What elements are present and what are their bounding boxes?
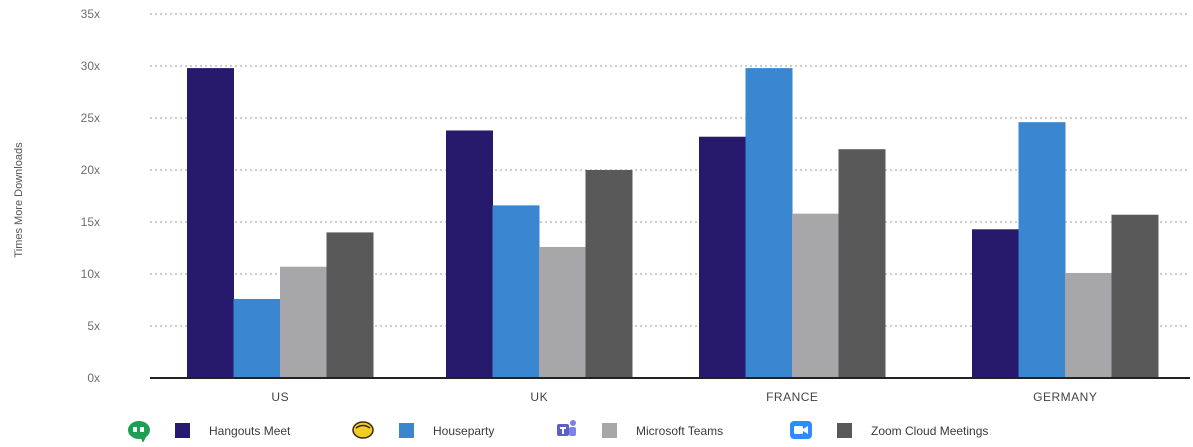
hangouts-meet-icon — [128, 421, 150, 443]
y-tick-label: 30x — [81, 59, 100, 73]
bar-houseparty — [233, 298, 281, 378]
bar-zoom-cloud-meetings — [1111, 214, 1159, 378]
y-tick-label: 0x — [87, 371, 100, 385]
bars — [187, 68, 1159, 378]
zoom-icon — [790, 421, 812, 439]
legend-item: Microsoft Teams — [557, 420, 723, 438]
legend-swatch — [837, 423, 852, 438]
y-tick-label: 25x — [81, 111, 100, 125]
y-tick-label: 15x — [81, 215, 100, 229]
legend-item: Houseparty — [352, 421, 494, 439]
bar-hangouts-meet — [187, 68, 234, 378]
bar-microsoft-teams — [1065, 272, 1112, 378]
legend-swatch — [175, 423, 190, 438]
bar-microsoft-teams — [280, 266, 327, 378]
bar-houseparty — [492, 205, 540, 378]
legend-label: Zoom Cloud Meetings — [871, 424, 988, 438]
legend-label: Hangouts Meet — [209, 424, 291, 438]
x-axis-categories: US UK FRANCE GERMANY — [271, 390, 1097, 404]
x-category-label: GERMANY — [1033, 390, 1097, 404]
y-tick-label: 10x — [81, 267, 100, 281]
bar-houseparty — [1018, 122, 1066, 378]
bar-microsoft-teams — [792, 213, 839, 378]
x-category-label: US — [271, 390, 289, 404]
legend-swatch — [602, 423, 617, 438]
bar-hangouts-meet — [972, 229, 1019, 378]
legend-label: Microsoft Teams — [636, 424, 723, 438]
y-tick-label: 35x — [81, 7, 100, 21]
legend-label: Houseparty — [433, 424, 494, 438]
y-tick-label: 5x — [87, 319, 100, 333]
x-category-label: FRANCE — [766, 390, 818, 404]
y-tick-label: 20x — [81, 163, 100, 177]
y-axis-label: Times More Downloads — [13, 142, 25, 258]
microsoft-teams-icon — [557, 420, 576, 436]
legend-item: Hangouts Meet — [128, 421, 291, 443]
houseparty-icon — [352, 421, 374, 439]
legend-item: Zoom Cloud Meetings — [790, 421, 988, 439]
bar-zoom-cloud-meetings — [326, 232, 374, 378]
bar-microsoft-teams — [539, 246, 586, 378]
legend: Hangouts Meet Houseparty Microsoft Teams Zo… — [128, 420, 988, 443]
x-category-label: UK — [530, 390, 548, 404]
y-axis-ticks: 0x 5x 10x 15x 20x 25x 30x 35x — [81, 7, 100, 385]
bar-hangouts-meet — [446, 130, 493, 378]
bar-hangouts-meet — [699, 136, 746, 378]
bar-zoom-cloud-meetings — [838, 149, 886, 378]
bar-zoom-cloud-meetings — [585, 170, 633, 378]
legend-swatch — [399, 423, 414, 438]
bar-houseparty — [745, 68, 793, 378]
